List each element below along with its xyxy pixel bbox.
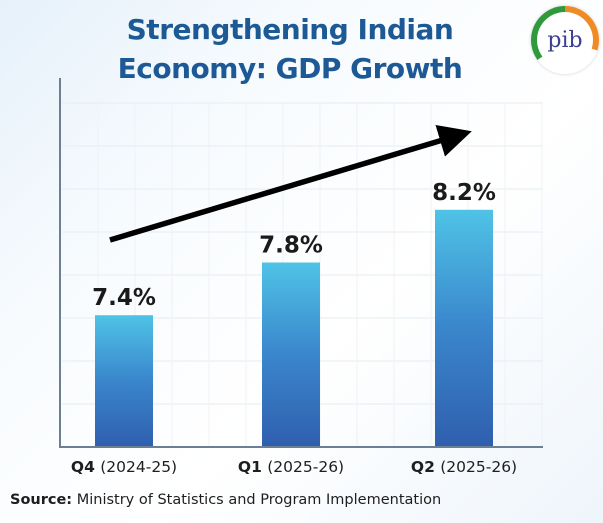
x-tick-label-1: Q1 (2025-26): [238, 458, 344, 476]
data-label-1: 7.8%: [259, 233, 323, 259]
title-line-1: Strengthening Indian: [126, 13, 454, 46]
x-tick-year: (2025-26): [267, 458, 344, 476]
x-tick-year: (2024-25): [100, 458, 177, 476]
x-tick-label-0: Q4 (2024-25): [71, 458, 177, 476]
pib-logo-text: pib: [537, 12, 593, 68]
x-tick-year: (2025-26): [440, 458, 517, 476]
data-label-0: 7.4%: [92, 285, 156, 311]
x-tick-quarter: Q2: [411, 458, 440, 476]
x-tick-quarter: Q4: [71, 458, 100, 476]
source-note: Source: Ministry of Statistics and Progr…: [10, 492, 441, 508]
bar-0: [95, 315, 153, 447]
bar-1: [262, 262, 320, 447]
x-tick-label-2: Q2 (2025-26): [411, 458, 517, 476]
trend-arrow: [109, 124, 472, 243]
source-text: Ministry of Statistics and Program Imple…: [72, 492, 442, 508]
x-tick-quarter: Q1: [238, 458, 267, 476]
pib-logo: pib: [531, 6, 599, 74]
chart-title: Strengthening Indian Economy: GDP Growth: [70, 10, 510, 88]
title-line-2: Economy: GDP Growth: [117, 52, 463, 85]
source-label: Source:: [10, 492, 73, 508]
data-label-2: 8.2%: [432, 180, 496, 206]
bar-2: [435, 209, 493, 447]
